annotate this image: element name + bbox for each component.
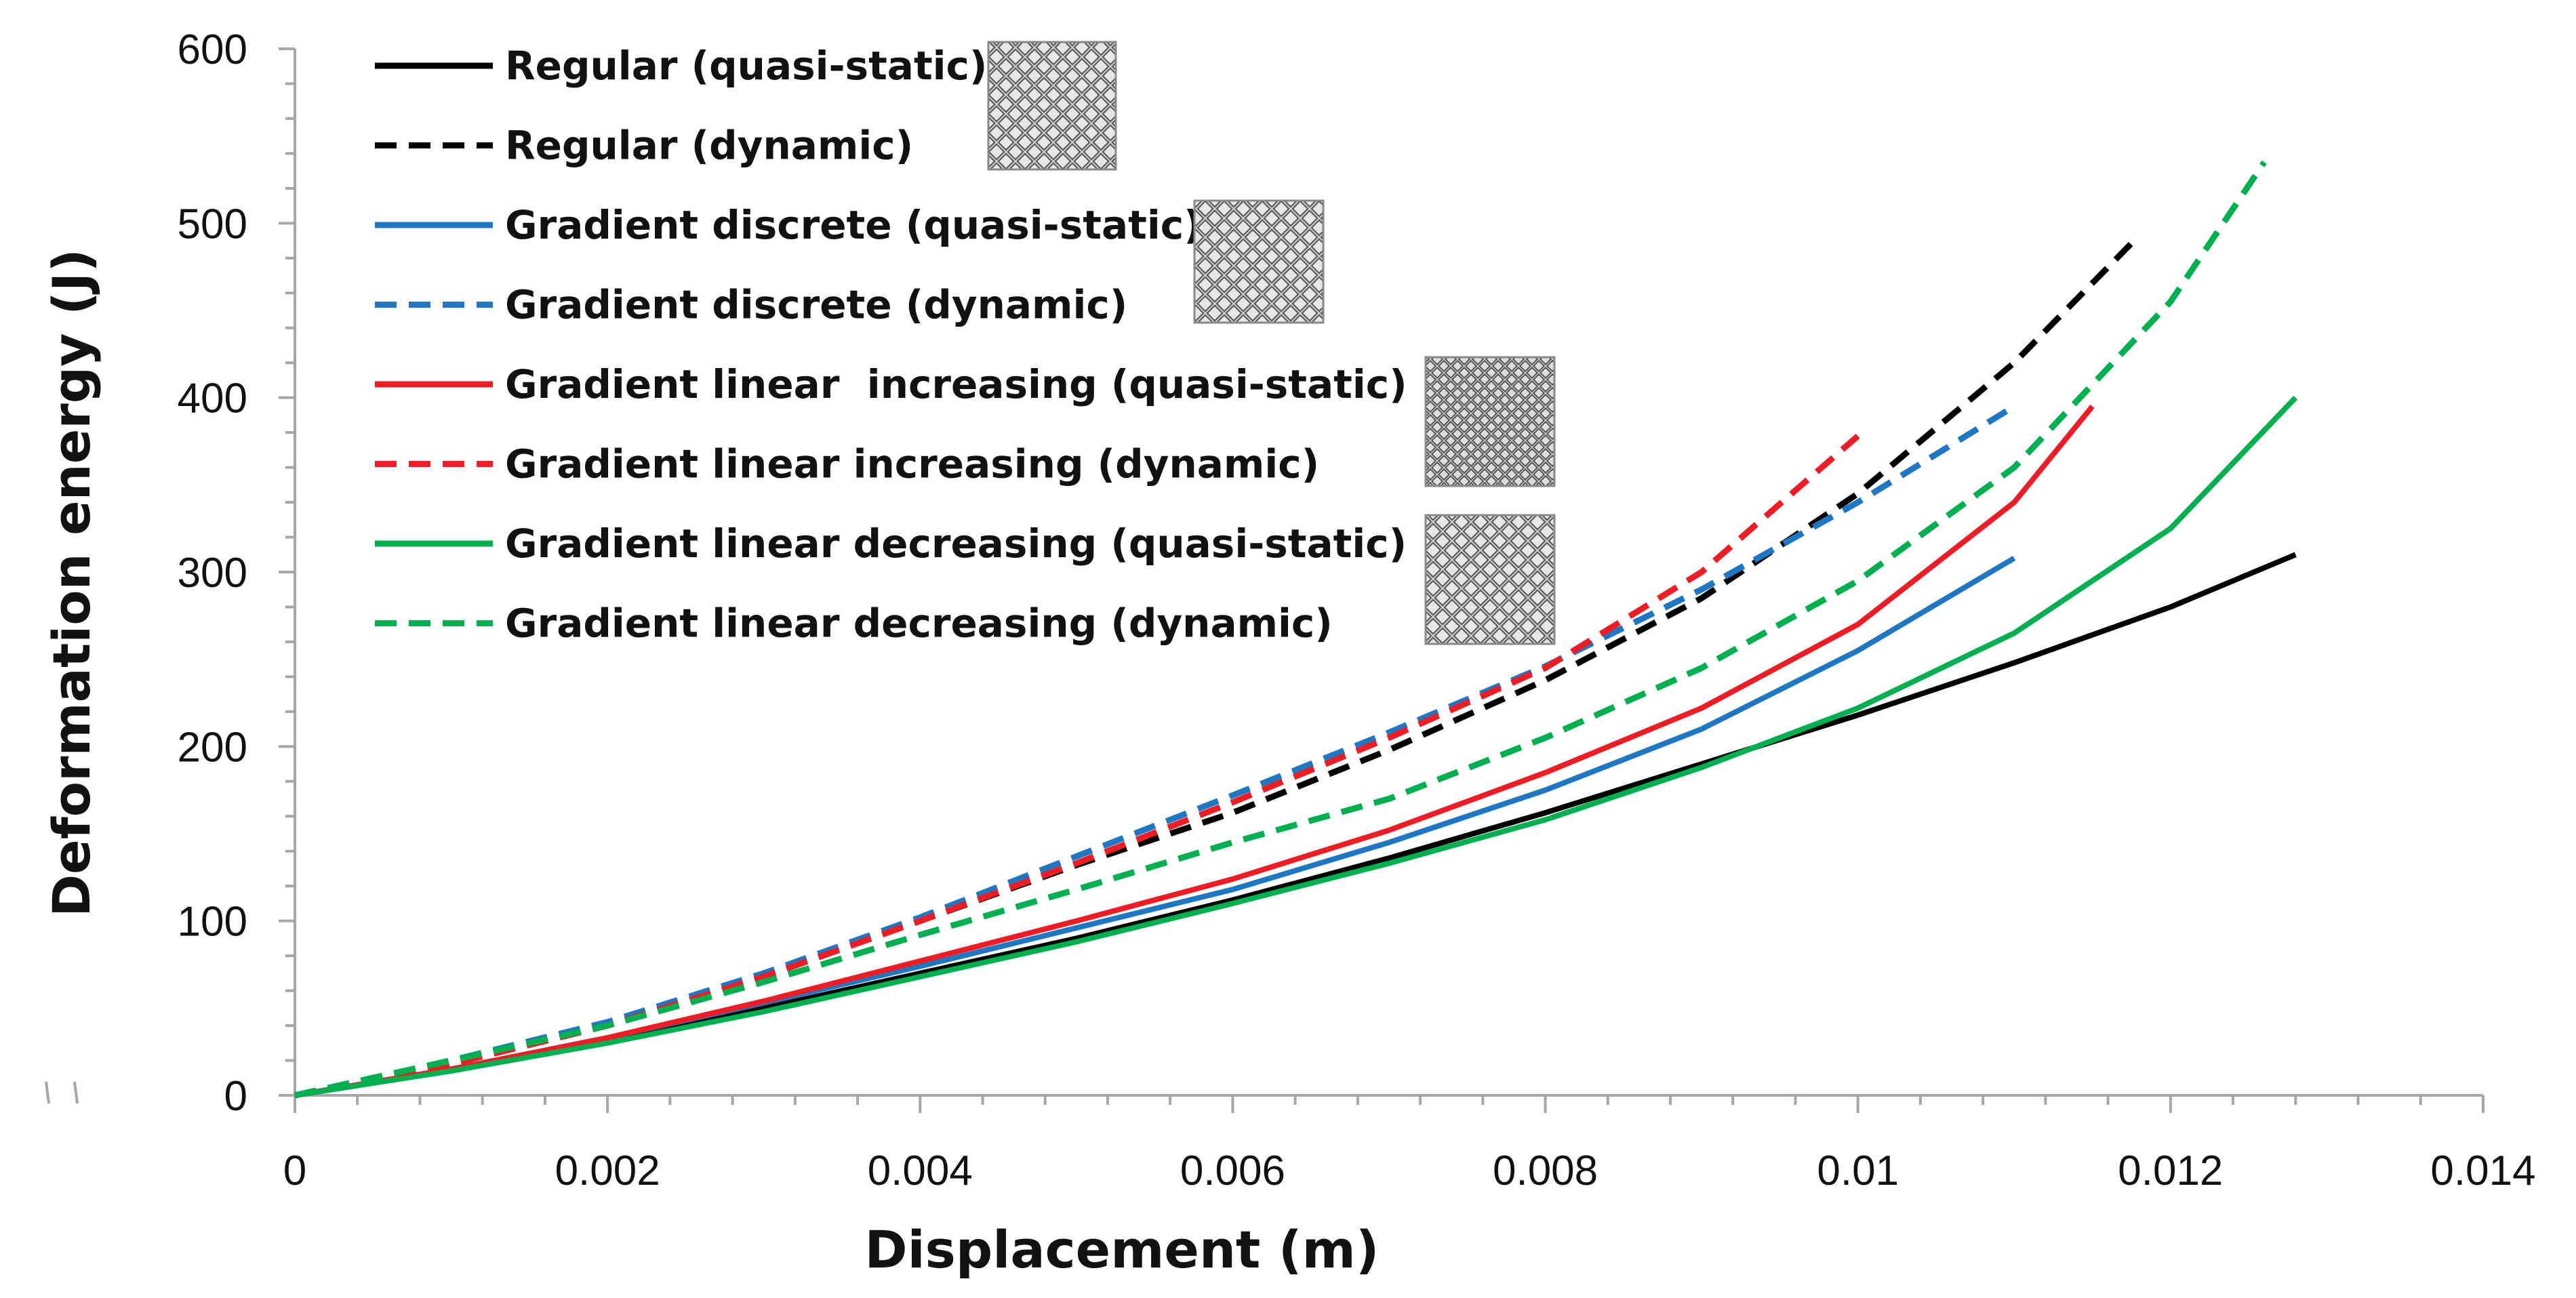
- y-axis-tick-labels: 0 100 200 300 400 500 600: [178, 26, 247, 1120]
- legend-label-2: Gradient discrete (quasi-static): [505, 202, 1202, 248]
- axis-break-mark: [45, 1081, 50, 1104]
- series-line-7: [294, 160, 2267, 1099]
- gradient-linear-decreasing-lattice-icon: [1424, 514, 1556, 645]
- x-tick-label: 0: [283, 1148, 306, 1194]
- x-tick-label: 0.002: [555, 1148, 660, 1194]
- legend-label-1: Regular (dynamic): [505, 123, 913, 169]
- x-axis-tick-labels: 0 0.002 0.004 0.006 0.008 0.01 0.012 0.014: [283, 1148, 2536, 1194]
- y-tick-label: 600: [178, 26, 247, 73]
- regular-lattice-icon: [987, 41, 1117, 171]
- plot-series: [294, 160, 2298, 1099]
- y-tick-label: 0: [224, 1073, 247, 1120]
- gradient-linear-increasing-lattice-icon: [1424, 356, 1556, 487]
- x-axis-ticks: [294, 1095, 2484, 1113]
- series-line-4: [294, 404, 2095, 1098]
- x-tick-label: 0.012: [2118, 1148, 2223, 1194]
- x-axis-title: Displacement (m): [865, 1219, 1380, 1280]
- legend-label-5: Gradient linear increasing (dynamic): [505, 441, 1319, 487]
- legend-label-3: Gradient discrete (dynamic): [505, 282, 1127, 328]
- gradient-discrete-lattice-icon: [1193, 199, 1325, 324]
- legend-label-7: Gradient linear decreasing (dynamic): [505, 601, 1333, 647]
- y-axis-title: Deformation energy (J): [41, 249, 102, 917]
- legend-label-0: Regular (quasi-static): [505, 43, 987, 89]
- x-tick-label: 0.006: [1180, 1148, 1285, 1194]
- series-line-5: [294, 433, 1860, 1099]
- y-tick-label: 300: [178, 550, 247, 596]
- x-tick-label: 0.01: [1817, 1148, 1899, 1194]
- series-line-6: [294, 395, 2298, 1098]
- axis-break-mark: [73, 1081, 79, 1104]
- series-line-3: [294, 403, 2016, 1099]
- legend-label-6: Gradient linear decreasing (quasi-static…: [505, 521, 1407, 567]
- x-tick-label: 0.008: [1493, 1148, 1598, 1194]
- y-tick-label: 500: [178, 201, 247, 247]
- y-tick-label: 200: [178, 724, 247, 771]
- y-axis-ticks: [279, 47, 295, 1097]
- legend-label-4: Gradient linear increasing (quasi-static…: [505, 361, 1407, 407]
- x-tick-label: 0.004: [868, 1148, 973, 1194]
- y-tick-label: 100: [178, 899, 247, 946]
- y-tick-label: 400: [178, 376, 247, 422]
- x-tick-label: 0.014: [2430, 1148, 2535, 1194]
- legend: Regular (quasi-static) Regular (dynamic) G…: [375, 43, 1407, 647]
